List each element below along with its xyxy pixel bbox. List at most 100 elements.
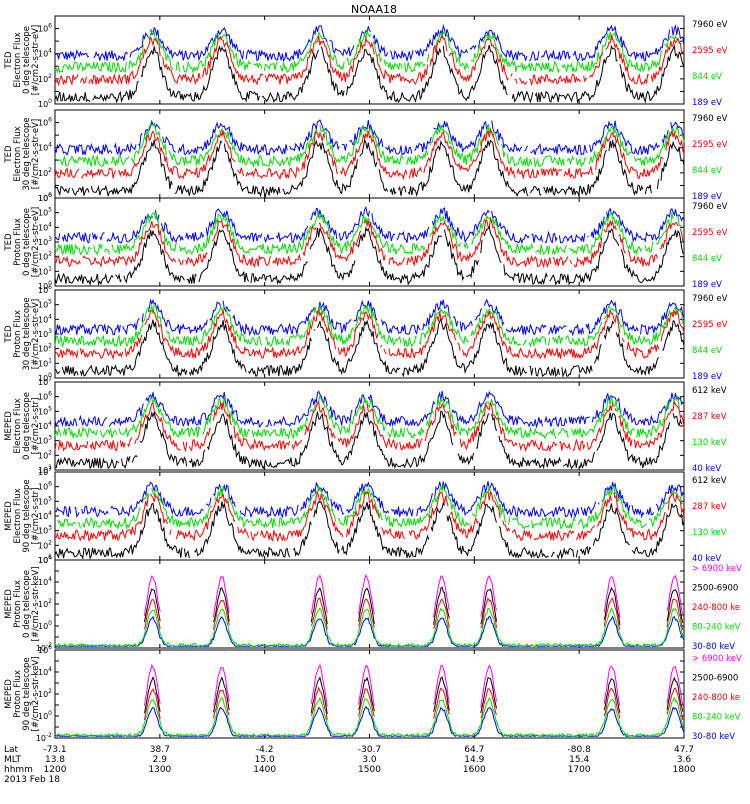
panel-frame bbox=[54, 649, 685, 739]
y-tick-label: 10-2 bbox=[36, 642, 52, 653]
legend-label: 240-800 ke bbox=[692, 693, 740, 703]
series-4-trace bbox=[54, 696, 685, 738]
y-tick-label: 103 bbox=[38, 435, 52, 446]
y-axis-label: Electron Flux bbox=[13, 398, 23, 453]
y-tick-label: 102 bbox=[38, 449, 52, 460]
y-axis-label: [#/cm2-s-str-keV] bbox=[31, 567, 41, 642]
y-tick-label: 104 bbox=[38, 48, 52, 59]
series-1-trace bbox=[55, 411, 684, 468]
legend-label: 7960 eV bbox=[692, 294, 728, 304]
y-tick-label: 105 bbox=[38, 207, 52, 218]
y-axis-label: [#/cm2-s-str-eV] bbox=[31, 299, 41, 369]
series-1-trace bbox=[54, 317, 685, 378]
y-axis-label: TED bbox=[4, 145, 14, 164]
panel-frame bbox=[54, 109, 685, 199]
y-tick-label: 100 bbox=[38, 280, 52, 291]
y-tick-label: 105 bbox=[38, 495, 52, 506]
y-tick-label: 100 bbox=[38, 620, 52, 631]
y-tick-label: 102 bbox=[38, 167, 52, 178]
y-axis-label: Proton Flux bbox=[13, 218, 23, 266]
footer-hhmm-value: 1200 bbox=[44, 765, 67, 775]
y-tick-label: 104 bbox=[38, 666, 52, 677]
y-axis-label: 30 deg telescope bbox=[22, 117, 32, 190]
panel-3: 100 101 102 103 104 105 106 TED Proton Flux 0 deg… bbox=[4, 192, 728, 291]
y-axis-label: Electron Flux bbox=[13, 126, 23, 181]
footer-lat-value: 64.7 bbox=[464, 745, 484, 755]
legend-label: 130 keV bbox=[692, 438, 727, 448]
panel-1: 100 102 104 106 TED Electron Flux 0 deg telesc… bbox=[4, 15, 728, 109]
footer-hhmm-value: 1400 bbox=[253, 765, 276, 775]
series-3-trace bbox=[54, 303, 685, 349]
y-axis-label: [#/cm2-s-str-eV] bbox=[31, 25, 41, 95]
legend-label: 240-800 ke bbox=[692, 603, 740, 613]
legend-label: 189 eV bbox=[692, 280, 722, 290]
legend-label: 2595 eV bbox=[692, 46, 728, 56]
legend-label: 2595 eV bbox=[692, 140, 728, 150]
legend-label: 844 eV bbox=[692, 254, 722, 264]
y-axis-label: 0 deg telescope bbox=[22, 26, 32, 94]
series-3-trace bbox=[55, 31, 684, 73]
series-4-trace bbox=[54, 481, 685, 519]
series-2-trace bbox=[54, 399, 685, 453]
footer-mlt-value: 15.4 bbox=[569, 755, 589, 765]
footer-mlt-value: 3.6 bbox=[677, 755, 692, 765]
panel-2: 100 102 104 106 TED Electron Flux 30 deg teles… bbox=[4, 109, 728, 203]
legend-label: 7960 eV bbox=[692, 114, 728, 124]
y-axis-label: Electron Flux bbox=[13, 488, 23, 543]
series-5-trace bbox=[54, 705, 685, 737]
y-axis-label: 0 deg telescope bbox=[22, 570, 32, 638]
footer-hhmm-value: 1600 bbox=[463, 765, 486, 775]
y-axis-label: MEPED bbox=[4, 501, 14, 531]
series-2-trace bbox=[54, 128, 685, 181]
y-tick-label: 102 bbox=[38, 73, 52, 84]
y-tick-label: 103 bbox=[38, 328, 52, 339]
series-4-trace bbox=[54, 390, 685, 429]
y-axis-label: MEPED bbox=[4, 589, 14, 619]
series-4-trace bbox=[54, 607, 685, 648]
footer-row-label: hhmm bbox=[4, 765, 33, 775]
y-tick-label: 100 bbox=[38, 98, 52, 109]
y-tick-label: 106 bbox=[38, 117, 52, 128]
series-1-trace bbox=[54, 44, 685, 105]
y-tick-label: 106 bbox=[38, 391, 52, 402]
footer-row-label: 2013 Feb 18 bbox=[4, 775, 60, 785]
footer-lat-value: -30.7 bbox=[358, 745, 381, 755]
panel-8: 10-2 100 102 104 106 MEPED Proton Flux 90 deg t… bbox=[4, 644, 742, 743]
y-axis-label: 30 deg telescope bbox=[22, 297, 32, 370]
y-axis-label: [#/cm2-s-str-eV] bbox=[31, 119, 41, 189]
series-1-trace bbox=[144, 573, 684, 618]
y-tick-label: 100 bbox=[38, 192, 52, 203]
legend-label: 612 keV bbox=[692, 476, 727, 486]
y-tick-label: 10-2 bbox=[36, 732, 52, 743]
y-axis-label: [#/cm2-s-str] bbox=[31, 488, 41, 545]
y-tick-label: 104 bbox=[38, 313, 52, 324]
y-axis-label: TED bbox=[4, 51, 14, 70]
legend-label: 7960 eV bbox=[692, 202, 728, 212]
y-tick-label: 106 bbox=[38, 23, 52, 34]
footer-lat-value: -4.2 bbox=[256, 745, 274, 755]
footer-lat-value: -73.1 bbox=[43, 745, 66, 755]
legend-label: 2595 eV bbox=[692, 228, 728, 238]
legend-label: 40 keV bbox=[692, 554, 721, 564]
legend-label: > 6900 keV bbox=[692, 654, 742, 664]
legend-label: > 6900 keV bbox=[692, 564, 742, 574]
legend-label: 844 eV bbox=[692, 166, 722, 176]
y-tick-label: 102 bbox=[38, 539, 52, 550]
y-tick-label: 103 bbox=[38, 236, 52, 247]
series-2-trace bbox=[54, 490, 685, 543]
y-axis-label: 90 deg telescope bbox=[22, 657, 32, 730]
series-3-trace bbox=[144, 686, 684, 721]
legend-label: 844 eV bbox=[692, 346, 722, 356]
legend-label: 189 eV bbox=[692, 372, 722, 382]
y-tick-label: 101 bbox=[38, 554, 52, 565]
y-tick-label: 107 bbox=[38, 376, 52, 387]
footer-row-label: MLT bbox=[4, 755, 22, 765]
y-axis-label: [#/cm2-s-str] bbox=[31, 398, 41, 455]
y-tick-label: 103 bbox=[38, 525, 52, 536]
y-tick-label: 104 bbox=[38, 142, 52, 153]
panel-frame bbox=[54, 559, 685, 649]
legend-label: 30-80 keV bbox=[692, 732, 735, 742]
